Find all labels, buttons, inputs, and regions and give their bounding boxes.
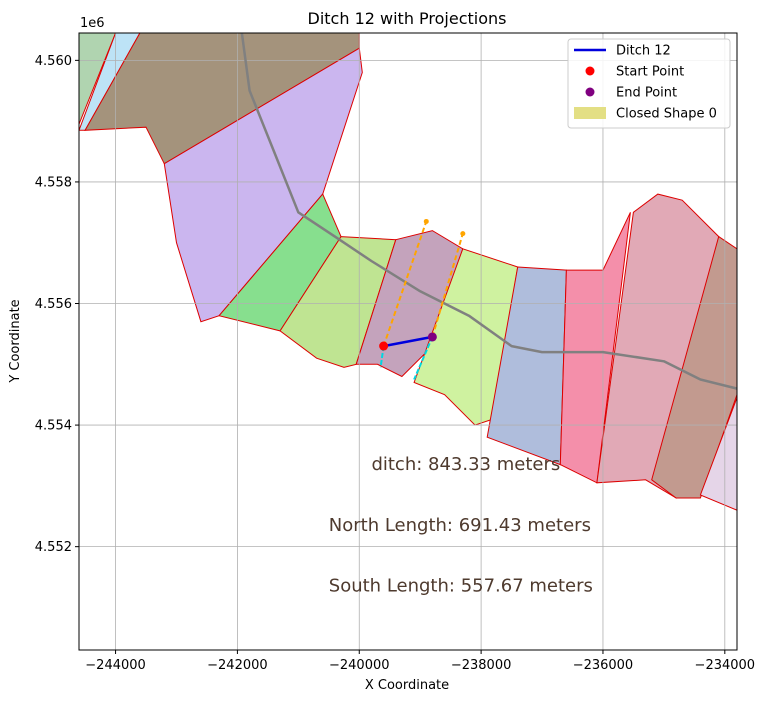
start-point-marker [379,341,389,351]
legend-label: End Point [616,86,677,101]
length-annotation: South Length: 557.67 meters [329,576,593,597]
legend-marker-swatch [585,66,595,76]
land-parcel-12 [699,397,737,511]
x-tick-label: −242000 [207,658,268,673]
south-projection-end [460,231,466,237]
y-offset-label: 1e6 [80,16,105,31]
land-parcel-11 [651,235,737,499]
legend: Ditch 12 Start Point End Point Closed Shape… [567,38,731,129]
x-tick-label: −236000 [573,658,634,673]
legend-label: Closed Shape 0 [616,107,717,122]
length-annotation: North Length: 691.43 meters [329,515,591,536]
x-axis: −244000 −242000 −240000 −238000 −236000 −2340… [85,650,755,673]
x-axis-label: X Coordinate [365,678,449,693]
y-tick-label: 4.560 [35,54,72,69]
y-axis: 4.552 4.554 4.556 4.558 4.560 [35,54,79,555]
plot-frame [78,32,738,651]
chart-title: Ditch 12 with Projections [308,9,507,28]
north-projection-line [382,221,428,347]
cyan-projection-segment [413,336,434,380]
length-annotation: ditch: 843.33 meters [371,454,560,475]
south-projection-line [431,233,464,338]
legend-label: Start Point [616,65,684,80]
north-projection-end [423,218,429,224]
y-tick-label: 4.552 [35,540,72,555]
ditch-line [383,335,433,348]
land-parcel-0 [79,33,117,125]
y-tick-label: 4.556 [35,297,72,312]
x-tick-label: −244000 [85,658,146,673]
y-axis-label: Y Coordinate [8,299,23,383]
end-point-marker [427,332,437,342]
legend-patch-swatch [574,107,606,119]
plot-area [79,33,737,650]
land-parcel-9 [559,212,631,484]
x-tick-label: −238000 [451,658,512,673]
centerline-path [240,33,737,390]
y-tick-label: 4.554 [35,419,72,434]
legend-label: Ditch 12 [616,44,671,59]
legend-marker-swatch [585,87,595,97]
land-parcel-3 [163,47,363,323]
grid [79,33,737,650]
x-tick-label: −240000 [329,658,390,673]
annotations: ditch: 843.33 meters North Length: 691.43… [329,454,593,597]
line-layer [240,33,737,390]
polygon-layer [79,33,737,511]
x-tick-label: −234000 [695,658,756,673]
legend-box [567,38,731,129]
y-tick-label: 4.558 [35,175,72,190]
